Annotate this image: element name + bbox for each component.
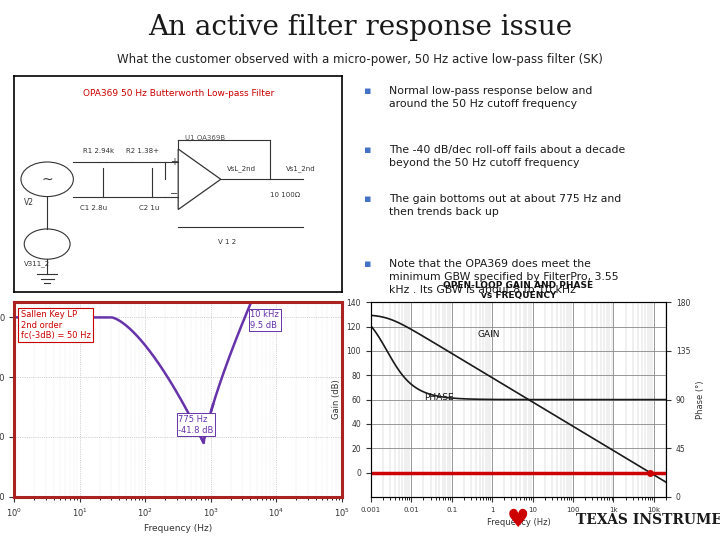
Text: V2: V2	[24, 198, 35, 207]
Text: C2 1u: C2 1u	[139, 205, 159, 211]
Text: C1 2.8u: C1 2.8u	[80, 205, 107, 211]
Text: R1 2.94k: R1 2.94k	[84, 148, 114, 154]
Text: VsL_2nd: VsL_2nd	[228, 166, 256, 172]
Text: The -40 dB/dec roll-off fails about a decade
beyond the 50 Hz cutoff frequency: The -40 dB/dec roll-off fails about a de…	[389, 145, 625, 167]
Text: The gain bottoms out at about 775 Hz and
then trends back up: The gain bottoms out at about 775 Hz and…	[389, 194, 621, 217]
X-axis label: Frequency (Hz): Frequency (Hz)	[144, 524, 212, 534]
Text: GBW
~8 kHz: GBW ~8 kHz	[719, 447, 720, 469]
Text: GAIN: GAIN	[477, 330, 500, 340]
Y-axis label: Phase (°): Phase (°)	[696, 380, 705, 419]
Text: 10 kHz
9.5 dB: 10 kHz 9.5 dB	[251, 310, 279, 329]
Text: −: −	[170, 190, 178, 199]
Text: ♥: ♥	[507, 508, 530, 532]
Text: An active filter response issue: An active filter response issue	[148, 14, 572, 41]
Text: V311_2: V311_2	[24, 261, 50, 267]
Text: ▪: ▪	[364, 194, 371, 205]
Text: ▪: ▪	[364, 86, 371, 97]
Text: Vs1_2nd: Vs1_2nd	[287, 166, 316, 172]
Text: TEXAS INSTRUMENTS: TEXAS INSTRUMENTS	[576, 513, 720, 526]
Text: 10 100Ω: 10 100Ω	[270, 192, 300, 198]
Y-axis label: Gain (dB): Gain (dB)	[332, 380, 341, 420]
Text: Note that the OPA369 does meet the
minimum GBW specified by FilterPro, 3.55
kHz : Note that the OPA369 does meet the minim…	[389, 259, 618, 295]
Text: +: +	[170, 157, 178, 167]
Text: What the customer observed with a micro-power, 50 Hz active low-pass filter (SK): What the customer observed with a micro-…	[117, 52, 603, 66]
Polygon shape	[179, 149, 221, 210]
Text: U1 OA369B: U1 OA369B	[185, 136, 225, 141]
Title: OPEN-LOOP GAIN AND PHASE
vs FREQUENCY: OPEN-LOOP GAIN AND PHASE vs FREQUENCY	[444, 281, 593, 300]
Text: 775 Hz
-41.8 dB: 775 Hz -41.8 dB	[179, 415, 214, 435]
Text: ▪: ▪	[364, 259, 371, 269]
Text: Normal low-pass response below and
around the 50 Hz cutoff frequency: Normal low-pass response below and aroun…	[389, 86, 592, 109]
Text: OPA369 50 Hz Butterworth Low-pass Filter: OPA369 50 Hz Butterworth Low-pass Filter	[83, 89, 274, 98]
Text: V 1 2: V 1 2	[217, 239, 235, 245]
Text: ▪: ▪	[364, 145, 371, 155]
Text: Sallen Key LP
2nd order
fc(-3dB) = 50 Hz: Sallen Key LP 2nd order fc(-3dB) = 50 Hz	[21, 310, 91, 340]
Text: R2 1.38+: R2 1.38+	[126, 148, 159, 154]
Text: ~: ~	[41, 172, 53, 186]
Text: PHASE: PHASE	[424, 393, 454, 402]
X-axis label: Frequency (Hz): Frequency (Hz)	[487, 518, 550, 527]
